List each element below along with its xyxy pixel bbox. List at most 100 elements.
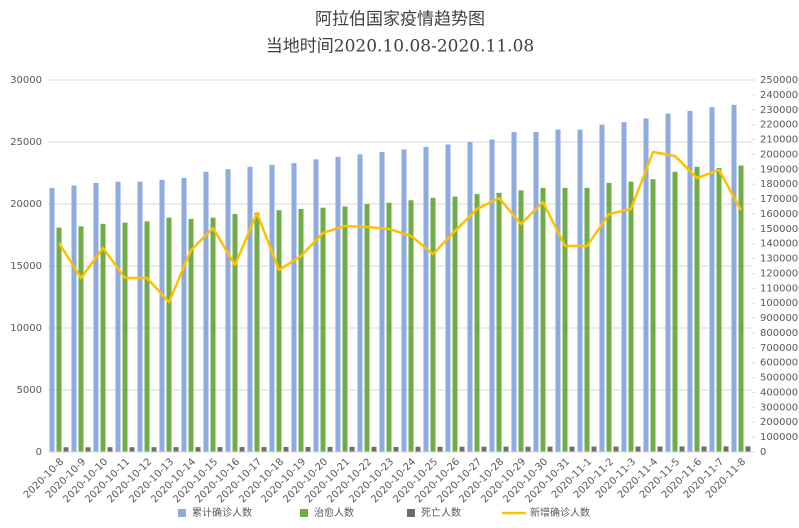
y2-tick-label: 0 (760, 447, 766, 458)
bar (349, 446, 355, 452)
line (57, 150, 743, 304)
bar (129, 447, 135, 452)
chart-subtitle: 当地时间2020.10.08-2020.11.08 (266, 37, 534, 57)
bar (254, 212, 260, 452)
bar (511, 132, 517, 452)
bar (291, 163, 297, 452)
bar (716, 168, 722, 453)
bar (489, 139, 495, 452)
bar (166, 217, 172, 452)
bar (298, 208, 304, 452)
y2-tick-label: 1400000 (760, 239, 799, 250)
bar (239, 447, 245, 452)
bar (269, 164, 275, 452)
bar (423, 146, 429, 452)
bar (151, 447, 157, 452)
y2-tick-label: 2000000 (760, 149, 799, 160)
bar (679, 446, 685, 452)
bar (540, 187, 546, 452)
bar (650, 179, 656, 452)
bar (445, 144, 451, 453)
bar (100, 223, 106, 452)
bar (723, 446, 729, 452)
bar (621, 122, 627, 452)
bar (401, 149, 407, 452)
legend-swatch (407, 509, 415, 517)
bar (261, 447, 267, 452)
bar (687, 111, 693, 452)
legend-label: 治愈人数 (314, 506, 354, 519)
bar (225, 169, 231, 452)
y2-tick-label: 2100000 (760, 135, 799, 146)
bar (386, 202, 392, 452)
bar (210, 217, 216, 452)
bar (437, 446, 443, 452)
y2-tick-label: 400000 (760, 387, 798, 398)
y-tick-label: 15000 (10, 261, 42, 272)
bar (518, 190, 524, 453)
bar (122, 222, 128, 452)
bar (569, 446, 575, 452)
bar (313, 159, 319, 453)
y2-tick-label: 200000 (760, 417, 798, 428)
bar (738, 165, 744, 452)
y2-tick-label: 700000 (760, 343, 798, 354)
bar (364, 204, 370, 452)
bar (78, 226, 84, 452)
bar (584, 187, 590, 452)
bar (591, 446, 597, 452)
bar (203, 171, 209, 452)
bar (467, 142, 473, 452)
bar (173, 447, 179, 452)
legend-label: 新增确诊人数 (530, 506, 590, 519)
y2-tick-label: 1500000 (760, 224, 799, 235)
y-tick-label: 20000 (10, 199, 42, 210)
chart-title: 阿拉伯国家疫情趋势图 (315, 10, 485, 30)
bar (357, 154, 363, 452)
bar (628, 181, 634, 452)
y2-tick-label: 2500000 (760, 75, 799, 86)
bar (56, 227, 62, 452)
bar (85, 447, 91, 452)
bar (335, 156, 341, 452)
bar (577, 129, 583, 452)
bar (159, 179, 165, 452)
bar (305, 446, 311, 452)
y2-tick-label: 900000 (760, 313, 798, 324)
bar (232, 213, 238, 452)
bar (107, 447, 113, 452)
bar (415, 446, 421, 452)
bar (195, 447, 201, 452)
bar (430, 197, 436, 452)
y-tick-label: 0 (36, 447, 42, 458)
bar (137, 181, 143, 452)
y-tick-label: 5000 (17, 385, 42, 396)
y2-tick-label: 1000000 (760, 298, 799, 309)
y2-tick-label: 1800000 (760, 179, 799, 190)
bar (247, 166, 253, 453)
bar (379, 151, 385, 453)
y-tick-label: 25000 (10, 137, 42, 148)
bar (63, 447, 69, 452)
legend-swatch (178, 509, 186, 517)
bar (547, 446, 553, 452)
legend-swatch (300, 509, 308, 517)
bar (613, 446, 619, 452)
y2-tick-label: 500000 (760, 373, 798, 384)
bar (452, 196, 458, 452)
bar (672, 171, 678, 452)
y2-tick-label: 1300000 (760, 254, 799, 265)
bar (701, 446, 707, 452)
y2-tick-label: 1700000 (760, 194, 799, 205)
bar (371, 446, 377, 452)
bar (115, 181, 121, 452)
bar (555, 129, 561, 452)
bar (474, 194, 480, 452)
y2-tick-label: 2400000 (760, 90, 799, 101)
bar (694, 166, 700, 453)
legend-label: 死亡人数 (421, 506, 461, 519)
bar (408, 200, 414, 452)
y2-tick-label: 1200000 (760, 268, 799, 279)
bar (144, 221, 150, 452)
